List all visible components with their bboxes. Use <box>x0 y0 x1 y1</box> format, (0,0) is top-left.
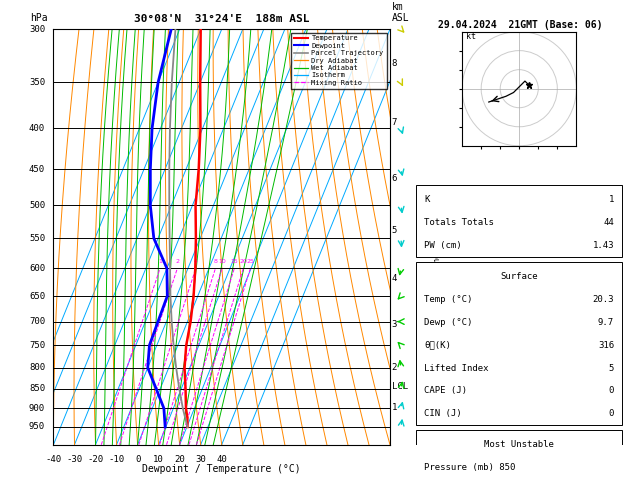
Text: Most Unstable: Most Unstable <box>484 440 554 450</box>
Text: 10: 10 <box>218 259 226 264</box>
Text: Lifted Index: Lifted Index <box>425 364 489 373</box>
Text: kt: kt <box>466 32 476 41</box>
Text: θᴇ(K): θᴇ(K) <box>425 341 451 349</box>
Text: 2: 2 <box>392 363 397 372</box>
Text: 20: 20 <box>174 455 185 464</box>
Text: 1: 1 <box>158 259 162 264</box>
Text: 0: 0 <box>609 386 614 396</box>
Text: 5: 5 <box>392 226 397 235</box>
Text: 1: 1 <box>609 195 614 204</box>
Text: -30: -30 <box>67 455 82 464</box>
Text: 20.3: 20.3 <box>593 295 614 304</box>
Text: 800: 800 <box>29 363 45 372</box>
Text: 700: 700 <box>29 317 45 326</box>
Text: 8: 8 <box>392 59 397 68</box>
Text: 7: 7 <box>392 118 397 127</box>
Text: hPa: hPa <box>30 13 48 23</box>
Text: 400: 400 <box>29 124 45 133</box>
Text: Surface: Surface <box>501 272 538 281</box>
Text: 600: 600 <box>29 264 45 273</box>
Text: 2: 2 <box>175 259 179 264</box>
Text: K: K <box>425 195 430 204</box>
Text: 6: 6 <box>392 174 397 183</box>
Text: 450: 450 <box>29 165 45 174</box>
Text: 10: 10 <box>153 455 164 464</box>
Text: 4: 4 <box>392 274 397 283</box>
Text: -40: -40 <box>45 455 62 464</box>
Text: 750: 750 <box>29 341 45 350</box>
Text: CIN (J): CIN (J) <box>425 409 462 418</box>
Text: 0: 0 <box>609 409 614 418</box>
Text: 15: 15 <box>230 259 238 264</box>
Legend: Temperature, Dewpoint, Parcel Trajectory, Dry Adiabat, Wet Adiabat, Isotherm, Mi: Temperature, Dewpoint, Parcel Trajectory… <box>291 33 386 88</box>
Text: 4: 4 <box>194 259 198 264</box>
Bar <box>416 430 623 486</box>
Text: 350: 350 <box>29 78 45 87</box>
Text: 5: 5 <box>609 364 614 373</box>
Text: Temp (°C): Temp (°C) <box>425 295 473 304</box>
Text: 9.7: 9.7 <box>598 318 614 327</box>
Text: Totals Totals: Totals Totals <box>425 218 494 227</box>
Title: 30°08'N  31°24'E  188m ASL: 30°08'N 31°24'E 188m ASL <box>134 14 309 24</box>
Text: CAPE (J): CAPE (J) <box>425 386 467 396</box>
Text: 1: 1 <box>392 403 397 413</box>
Text: 8: 8 <box>213 259 218 264</box>
Text: -10: -10 <box>108 455 125 464</box>
X-axis label: Dewpoint / Temperature (°C): Dewpoint / Temperature (°C) <box>142 464 301 474</box>
Bar <box>416 185 623 257</box>
Text: PW (cm): PW (cm) <box>425 241 462 250</box>
Text: 550: 550 <box>29 234 45 243</box>
Text: LCL: LCL <box>392 382 408 391</box>
Text: km
ASL: km ASL <box>392 2 409 23</box>
Text: 29.04.2024  21GMT (Base: 06): 29.04.2024 21GMT (Base: 06) <box>438 20 603 31</box>
Text: 1.43: 1.43 <box>593 241 614 250</box>
Text: 850: 850 <box>29 384 45 393</box>
Text: Mixing Ratio (g/kg): Mixing Ratio (g/kg) <box>433 193 442 281</box>
Text: 316: 316 <box>598 341 614 349</box>
Bar <box>416 262 623 425</box>
Text: 650: 650 <box>29 292 45 300</box>
Text: 300: 300 <box>29 25 45 34</box>
Text: Dewp (°C): Dewp (°C) <box>425 318 473 327</box>
Text: 20: 20 <box>240 259 247 264</box>
Text: 900: 900 <box>29 404 45 413</box>
Text: 25: 25 <box>247 259 254 264</box>
Text: 950: 950 <box>29 422 45 432</box>
Text: 3: 3 <box>392 320 397 329</box>
Text: Pressure (mb) 850: Pressure (mb) 850 <box>425 463 516 472</box>
Text: 40: 40 <box>216 455 227 464</box>
Text: © weatheronline.co.uk: © weatheronline.co.uk <box>470 432 568 440</box>
Text: 44: 44 <box>603 218 614 227</box>
Text: 30: 30 <box>196 455 206 464</box>
Text: 0: 0 <box>135 455 140 464</box>
Text: 500: 500 <box>29 201 45 210</box>
Text: -20: -20 <box>87 455 104 464</box>
